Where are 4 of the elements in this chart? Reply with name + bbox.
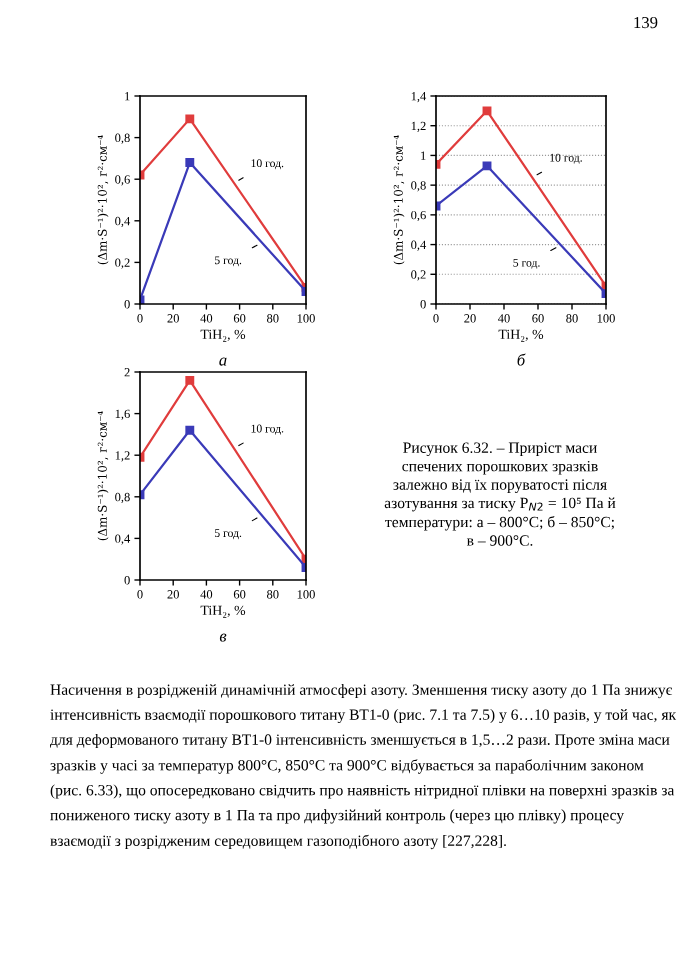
- text: а: [219, 357, 227, 366]
- text: в: [219, 633, 227, 642]
- text: б: [517, 353, 526, 366]
- text: 139: [634, 16, 658, 29]
